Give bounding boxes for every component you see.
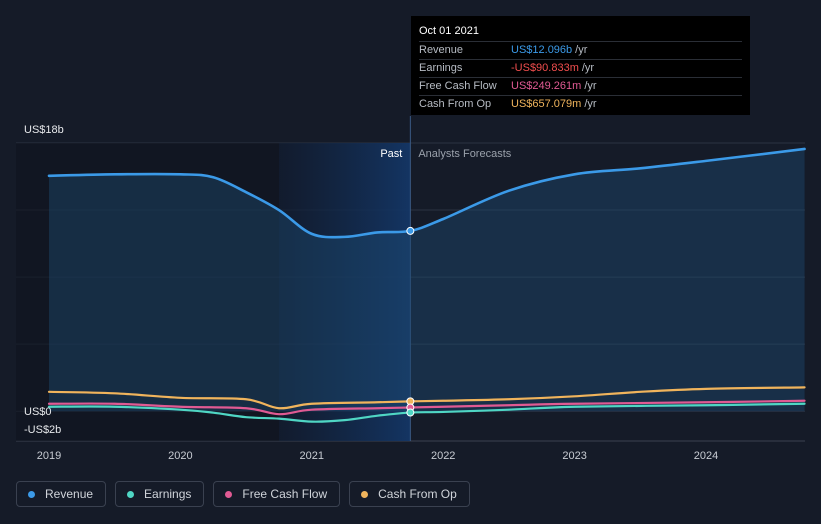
tooltip-label: Free Cash Flow bbox=[419, 80, 497, 92]
data-tooltip: Oct 01 2021 Revenue US$12.096b /yr Earni… bbox=[411, 16, 750, 115]
y-label-top: US$18b bbox=[24, 124, 64, 136]
axis-labels: US$18b US$0 -US$2b 2019 2020 2021 2022 2023 2024… bbox=[24, 124, 718, 462]
legend-item-free-cash-flow[interactable]: Free Cash Flow bbox=[213, 481, 341, 507]
legend-label: Free Cash Flow bbox=[242, 487, 328, 501]
cash-from-op-line bbox=[47, 386, 806, 410]
tooltip-row-revenue: Revenue US$12.096b /yr bbox=[419, 41, 742, 59]
y-label-zero: US$0 bbox=[24, 406, 52, 418]
past-label: Past bbox=[380, 148, 402, 160]
series-markers bbox=[406, 226, 415, 417]
y-label-bottom: -US$2b bbox=[24, 424, 61, 436]
tooltip-unit: /yr bbox=[575, 44, 588, 56]
earnings-line bbox=[47, 402, 806, 423]
tooltip-label: Cash From Op bbox=[419, 98, 492, 110]
tooltip-unit: /yr bbox=[581, 62, 595, 74]
tooltip-value: US$657.079m bbox=[511, 98, 582, 110]
x-tick-label: 2023 bbox=[562, 450, 586, 462]
legend: Revenue Earnings Free Cash Flow Cash Fro… bbox=[16, 481, 470, 507]
free-cash-flow-line bbox=[47, 399, 806, 416]
tooltip-row-earnings: Earnings -US$90.833m /yr bbox=[419, 59, 742, 77]
tooltip-unit: /yr bbox=[584, 80, 597, 92]
tooltip-date: Oct 01 2021 bbox=[419, 25, 479, 37]
x-tick-label: 2019 bbox=[37, 450, 61, 462]
legend-label: Earnings bbox=[144, 487, 192, 501]
x-tick-label: 2022 bbox=[431, 450, 455, 462]
x-tick-label: 2020 bbox=[168, 450, 192, 462]
legend-item-revenue[interactable]: Revenue bbox=[16, 481, 107, 507]
series-lines bbox=[47, 147, 806, 423]
legend-item-cash-from-op[interactable]: Cash From Op bbox=[349, 481, 470, 507]
tooltip-row-cash-from-op: Cash From Op US$657.079m /yr bbox=[419, 95, 742, 113]
past-highlight-band bbox=[16, 116, 411, 441]
forecast-label: Analysts Forecasts bbox=[418, 148, 511, 160]
tooltip-value: -US$90.833m bbox=[511, 62, 579, 74]
revenue-dot-icon bbox=[28, 490, 35, 498]
legend-label: Cash From Op bbox=[378, 487, 457, 501]
highlight-band bbox=[278, 143, 411, 441]
x-tick-label: 2024 bbox=[694, 450, 718, 462]
legend-label: Revenue bbox=[45, 487, 94, 501]
x-tick-label: 2021 bbox=[300, 450, 324, 462]
tooltip-value: US$249.261m bbox=[511, 80, 582, 92]
tooltip-label: Earnings bbox=[419, 62, 463, 74]
cash-from-op-dot-icon bbox=[361, 490, 369, 498]
free-cash-flow-dot-icon bbox=[225, 490, 233, 498]
tooltip-label: Revenue bbox=[419, 44, 464, 56]
earnings-dot-icon bbox=[127, 490, 135, 498]
tooltip-unit: /yr bbox=[584, 98, 597, 110]
revenue-line bbox=[47, 147, 806, 239]
tooltip-row-free-cash-flow: Free Cash Flow US$249.261m /yr bbox=[419, 77, 742, 95]
revenue-area-fill bbox=[49, 148, 805, 412]
revenue-area bbox=[49, 148, 805, 412]
revenue-marker bbox=[406, 226, 415, 235]
earnings-marker bbox=[406, 408, 415, 417]
tooltip-value: US$12.096b bbox=[511, 44, 573, 56]
legend-item-earnings[interactable]: Earnings bbox=[115, 481, 205, 507]
